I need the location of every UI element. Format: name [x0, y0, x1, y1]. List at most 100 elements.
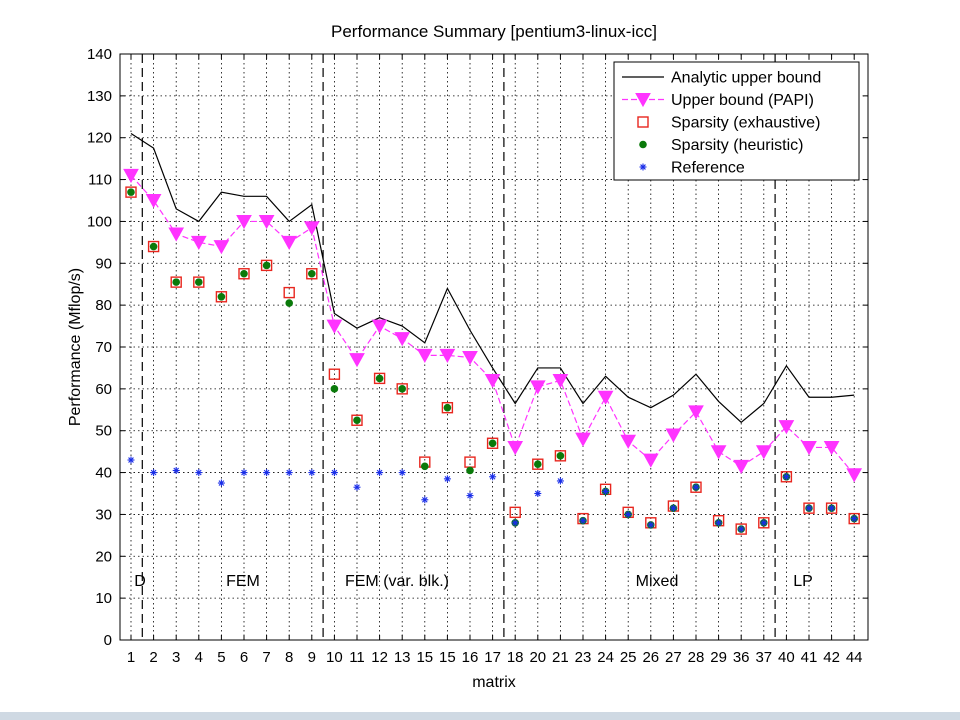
x-tick-label: 4 [195, 649, 203, 666]
papi-upper-bound-point [529, 380, 546, 395]
region-label: LP [793, 573, 813, 590]
sparsity-exhaustive-point [758, 517, 770, 529]
y-tick-label: 70 [95, 339, 112, 356]
papi-upper-bound-point [371, 319, 388, 334]
sparsity-heuristic-point [488, 439, 497, 448]
tick-labels: 1 2 3 4 5 6 7 8 9 10 11 12 13 15 15 16 17 18 20 21 23 24 25 26 2… [87, 46, 868, 666]
reference-point [828, 504, 836, 512]
sparsity-exhaustive-point [238, 268, 250, 280]
sparsity-exhaustive-point [283, 286, 295, 299]
y-tick-label: 10 [95, 590, 112, 607]
x-tick-label: 44 [846, 649, 863, 666]
sparsity-heuristic-point [127, 188, 135, 196]
y-tick-label: 30 [95, 506, 112, 523]
legend-swatch-asterisk [639, 163, 647, 171]
sparsity-heuristic-point [375, 374, 384, 383]
papi-upper-bound-point [801, 441, 817, 456]
sparsity-heuristic-point [421, 462, 429, 471]
papi-upper-bound-point [484, 374, 501, 389]
y-tick-label: 130 [87, 88, 112, 105]
papi-upper-bound-point [326, 319, 343, 334]
legend-label: Analytic upper bound [671, 70, 821, 87]
region-label: FEM [226, 573, 260, 590]
sparsity-exhaustive-point [554, 450, 567, 462]
region-label: Mixed [636, 573, 679, 590]
papi-upper-bound-point [778, 420, 795, 435]
reference-point [511, 519, 519, 527]
sparsity-exhaustive-point [306, 268, 318, 280]
papi-upper-bound-point [190, 235, 207, 251]
sparsity-exhaustive-point [509, 506, 521, 519]
sparsity-exhaustive-point [260, 259, 273, 272]
legend-swatch-square [637, 116, 649, 128]
y-tick-label: 120 [87, 130, 112, 147]
sparsity-exhaustive-point [215, 291, 228, 303]
papi-upper-bound-point [258, 214, 275, 230]
reference-point [602, 487, 610, 495]
x-tick-label: 13 [394, 649, 411, 666]
sparsity-exhaustive-point [690, 481, 702, 493]
sparsity-exhaustive-point [825, 502, 838, 514]
x-tick-label: 15 [416, 649, 433, 666]
sparsity-exhaustive-point [351, 414, 363, 426]
sparsity-exhaustive-point [373, 372, 386, 385]
papi-upper-bound-point [552, 374, 569, 389]
y-tick-label: 80 [95, 297, 112, 314]
sparsity-heuristic-point [195, 278, 203, 286]
papi-upper-bound-point [688, 405, 704, 420]
x-tick-label: 21 [552, 649, 569, 666]
papi-upper-bound-point [416, 348, 433, 364]
papi-upper-bound-point [213, 240, 230, 255]
x-tick-label: 20 [529, 649, 546, 666]
x-tick-label: 5 [217, 649, 225, 666]
reference-point [624, 510, 632, 518]
x-tick-label: 12 [371, 649, 388, 666]
sparsity-heuristic-point [534, 460, 542, 469]
reference-point [556, 477, 564, 485]
x-tick-label: 17 [484, 649, 501, 666]
y-tick-label: 90 [95, 255, 112, 272]
legend: Analytic upper bound Upper bound (PAPI) Sp… [613, 61, 860, 181]
reference-point [534, 490, 542, 497]
reference-point [489, 473, 497, 481]
y-tick-label: 20 [95, 548, 112, 565]
sparsity-exhaustive-point [328, 368, 341, 380]
reference-point [805, 504, 813, 512]
papi-upper-bound-point [349, 353, 365, 368]
reference-point [647, 521, 655, 529]
legend-swatch-dot [639, 140, 647, 149]
papi-upper-bound-point [145, 194, 162, 209]
x-tick-label: 6 [240, 649, 248, 666]
x-tick-label: 36 [733, 649, 750, 666]
papi-upper-bound-point [439, 348, 456, 364]
papi-upper-bound-point [462, 351, 478, 366]
legend-label: Sparsity (exhaustive) [671, 115, 820, 132]
sparsity-exhaustive-point [147, 240, 160, 253]
x-tick-label: 1 [127, 649, 135, 666]
x-tick-label: 28 [688, 649, 705, 666]
reference-point [737, 525, 745, 533]
sparsity-exhaustive-point [125, 186, 137, 198]
papi-upper-bound-point [394, 332, 411, 347]
papi-upper-bound-point [755, 445, 772, 460]
x-tick-label: 2 [149, 649, 157, 666]
sparsity-heuristic-point [353, 416, 361, 425]
sparsity-exhaustive-point [193, 276, 205, 288]
x-tick-label: 24 [597, 649, 614, 666]
papi-upper-bound-point [281, 235, 298, 251]
reference-point [760, 519, 768, 527]
papi-upper-bound-point [733, 459, 750, 474]
series-analytic-upper-bound-line [130, 133, 855, 424]
sparsity-exhaustive-point [441, 401, 454, 414]
y-tick-label: 50 [95, 423, 112, 440]
sparsity-heuristic-point [466, 466, 474, 475]
x-tick-label: 18 [507, 649, 524, 666]
sparsity-heuristic-point [149, 242, 158, 251]
y-axis-label: Performance (Mflop/s) [67, 268, 84, 426]
papi-upper-bound-point [168, 227, 185, 242]
reference-point [579, 517, 587, 525]
papi-upper-bound-point [303, 221, 320, 236]
papi-upper-bound-point [507, 441, 524, 456]
reference-point [150, 469, 158, 477]
x-tick-label: 10 [326, 649, 343, 666]
